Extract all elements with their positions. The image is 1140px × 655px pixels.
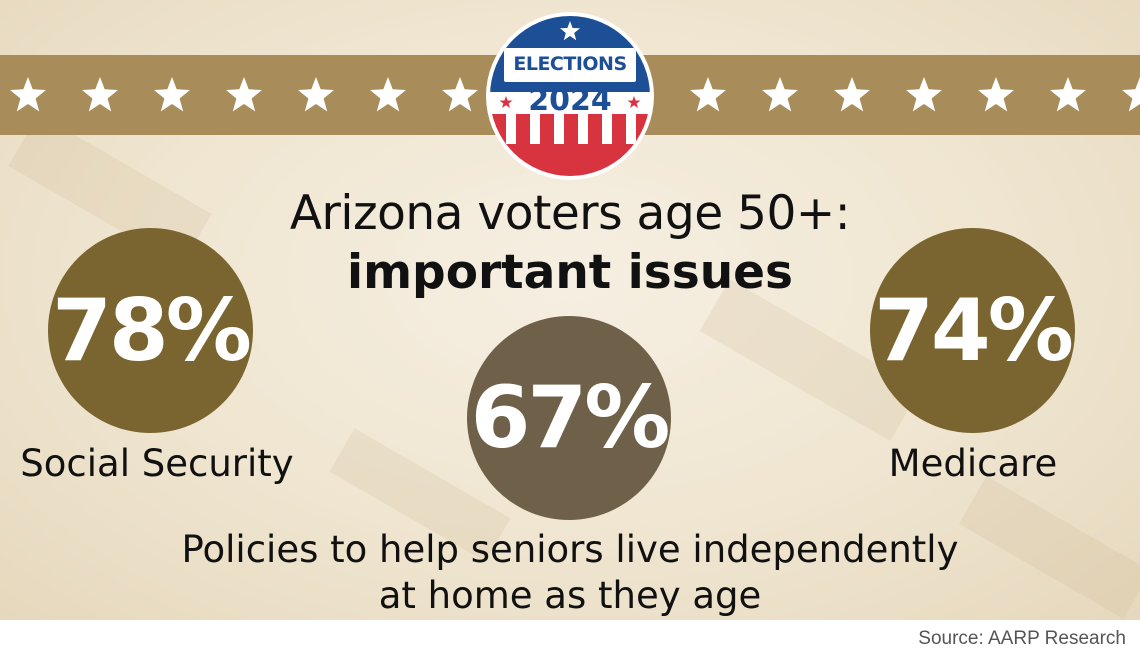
star-icon: [82, 77, 118, 112]
star-icon: [978, 77, 1014, 112]
badge-star-icon: [560, 21, 580, 41]
badge-star-right-icon: [627, 96, 641, 108]
social-security-percent: 78%: [52, 280, 252, 381]
star-icon: [298, 77, 334, 112]
badge-star-left-icon: [499, 96, 513, 108]
star-row-left: [8, 55, 480, 135]
star-row-right: [688, 55, 1140, 135]
source-credit: Source: AARP Research: [918, 628, 1126, 649]
star-icon: [690, 77, 726, 112]
independent-living-label: Policies to help seniors live independen…: [120, 527, 1020, 619]
headline-line2: important issues: [346, 245, 794, 300]
independent-living-label-line2: at home as they age: [378, 574, 762, 617]
social-security-percent-circle: 78%: [48, 228, 253, 433]
medicare-percent: 74%: [874, 280, 1074, 381]
badge-year-text: 2024: [528, 83, 612, 118]
star-icon: [1050, 77, 1086, 112]
independent-living-percent: 67%: [470, 368, 671, 468]
independent-living-label-line1: Policies to help seniors live independen…: [181, 528, 959, 571]
star-icon: [762, 77, 798, 112]
star-icon: [226, 77, 262, 112]
star-icon: [370, 77, 406, 112]
social-security-label: Social Security: [20, 442, 294, 485]
star-icon: [834, 77, 870, 112]
star-icon: [442, 77, 478, 112]
medicare-percent-circle: 74%: [870, 228, 1075, 433]
star-icon: [154, 77, 190, 112]
badge-elections-text: ELECTIONS: [513, 53, 626, 75]
independent-living-percent-circle: 67%: [467, 316, 671, 520]
star-icon: [1122, 77, 1140, 112]
star-icon: [906, 77, 942, 112]
infographic-canvas: ELECTIONS 2024 Arizona voters age 50+: i…: [0, 0, 1140, 620]
medicare-label: Medicare: [888, 442, 1058, 485]
headline: Arizona voters age 50+: important issues: [0, 185, 1140, 303]
headline-line1: Arizona voters age 50+:: [289, 186, 851, 241]
star-icon: [10, 77, 46, 112]
elections-2024-badge: ELECTIONS 2024: [486, 12, 654, 180]
